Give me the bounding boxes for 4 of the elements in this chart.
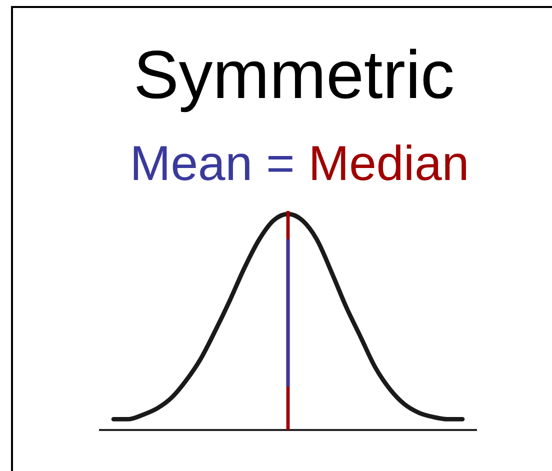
text: Mean <box>130 137 252 191</box>
chart-title: Symmetric <box>132 36 456 114</box>
text: = <box>266 137 295 191</box>
text: Median <box>308 137 470 191</box>
